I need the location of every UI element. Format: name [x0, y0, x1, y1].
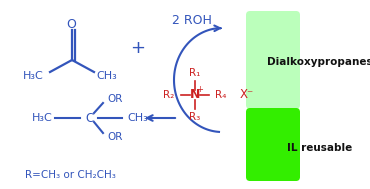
Text: OR: OR — [107, 132, 123, 142]
FancyBboxPatch shape — [246, 11, 300, 109]
Text: +: + — [131, 39, 145, 57]
Text: X⁻: X⁻ — [240, 88, 254, 101]
Text: Dialkoxypropanes: Dialkoxypropanes — [267, 57, 370, 67]
FancyBboxPatch shape — [246, 108, 300, 181]
Text: R₃: R₃ — [189, 112, 201, 122]
Text: C: C — [86, 112, 94, 125]
Text: R=CH₃ or CH₂CH₃: R=CH₃ or CH₂CH₃ — [24, 170, 115, 180]
Text: R₁: R₁ — [189, 68, 201, 78]
Text: H₃C: H₃C — [31, 113, 53, 123]
Text: OR: OR — [107, 94, 123, 104]
Text: N: N — [190, 88, 200, 101]
Text: CH₃: CH₃ — [128, 113, 148, 123]
Text: +: + — [196, 84, 204, 94]
Text: R₄: R₄ — [215, 90, 227, 100]
Text: H₃C: H₃C — [23, 71, 43, 81]
Text: O: O — [66, 18, 76, 30]
Text: CH₃: CH₃ — [97, 71, 117, 81]
Text: R₂: R₂ — [164, 90, 175, 100]
Text: IL reusable: IL reusable — [287, 143, 353, 153]
Text: 2 ROH: 2 ROH — [172, 13, 212, 26]
